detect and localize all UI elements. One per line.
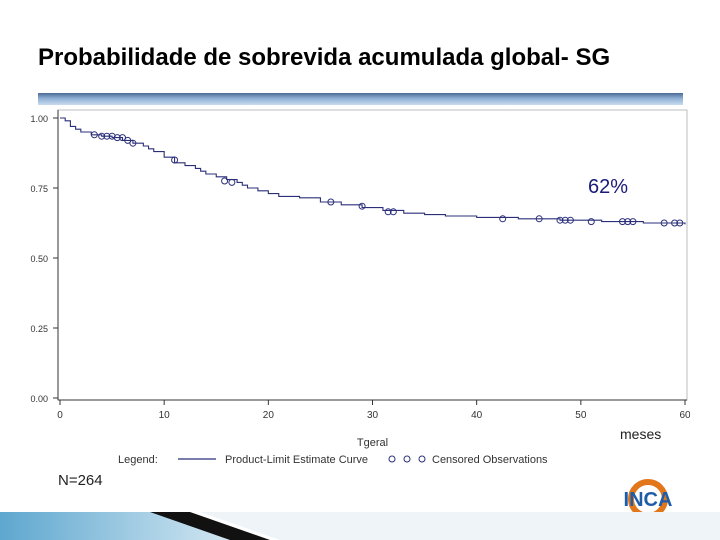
censored-marker xyxy=(499,215,507,223)
title-underline-bar xyxy=(38,93,683,105)
censored-marker xyxy=(619,218,626,226)
survival-percentage-annotation: 62% xyxy=(588,176,629,198)
x-tick-label: 30 xyxy=(367,410,379,421)
censored-marker xyxy=(103,132,111,140)
y-tick-label: 1.00 xyxy=(30,114,48,124)
censored-marker xyxy=(221,177,229,185)
bottom-light-bar xyxy=(200,512,720,540)
legend-entry-censored: Censored Observations xyxy=(432,454,548,466)
censored-marker xyxy=(389,208,397,216)
x-axis-label: Tgeral xyxy=(357,437,388,449)
legend-title: Legend: xyxy=(118,454,158,466)
censored-marker xyxy=(660,219,668,227)
censored-marker xyxy=(124,136,132,144)
y-tick-label: 0.50 xyxy=(30,254,48,264)
slide-title: Probabilidade de sobrevida acumulada glo… xyxy=(38,44,611,71)
legend-circle-swatch xyxy=(418,455,426,463)
survival-chart: 01020304050600.000.250.500.751.00TgeralS… xyxy=(20,108,690,466)
logo-text: INCA xyxy=(624,489,673,511)
bottom-decoration xyxy=(0,512,720,540)
censored-marker xyxy=(587,218,595,226)
legend-circle-swatch xyxy=(403,455,411,463)
chart-svg: 01020304050600.000.250.500.751.00TgeralS… xyxy=(30,109,690,466)
censored-marker xyxy=(98,132,106,140)
censored-marker xyxy=(384,208,392,216)
censored-marker xyxy=(671,219,679,227)
censored-marker xyxy=(358,202,366,210)
censored-marker xyxy=(561,216,569,224)
censored-marker xyxy=(566,216,574,224)
censored-marker xyxy=(676,219,684,227)
censored-marker xyxy=(327,198,335,206)
plot-frame-border xyxy=(57,109,688,401)
y-tick-label: 0.75 xyxy=(30,184,48,194)
censored-marker xyxy=(108,132,116,140)
y-tick-label: 0.25 xyxy=(30,324,48,334)
x-tick-label: 40 xyxy=(471,410,483,421)
x-tick-label: 10 xyxy=(159,410,171,421)
x-tick-label: 0 xyxy=(57,410,63,421)
censored-marker xyxy=(90,131,98,139)
censored-marker xyxy=(629,218,637,226)
censored-marker xyxy=(228,178,236,186)
censored-marker xyxy=(113,134,121,142)
bottom-black-wedge xyxy=(150,512,270,540)
x-tick-label: 50 xyxy=(575,410,587,421)
km-survival-curve xyxy=(60,117,686,225)
legend-circle-swatch xyxy=(388,455,396,463)
censored-marker xyxy=(171,156,179,164)
censored-marker xyxy=(535,215,543,223)
censored-marker xyxy=(119,134,126,142)
censored-marker xyxy=(556,216,564,224)
x-tick-label: 20 xyxy=(263,410,275,421)
x-tick-label: 60 xyxy=(679,410,690,421)
censored-marker xyxy=(129,139,137,147)
censored-marker xyxy=(624,218,632,226)
months-annotation: meses xyxy=(620,426,662,442)
legend-entry-curve: Product-Limit Estimate Curve xyxy=(225,454,368,466)
y-tick-label: 0.00 xyxy=(30,394,48,404)
sample-size-annotation: N=264 xyxy=(58,472,103,489)
